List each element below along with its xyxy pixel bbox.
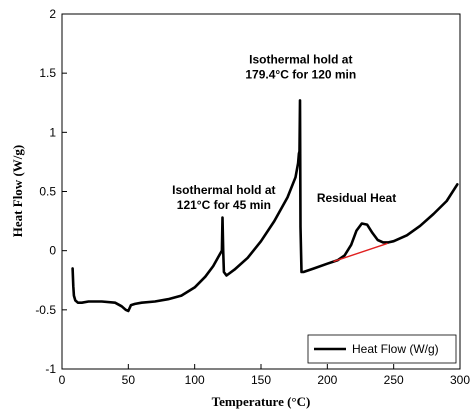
y-tick-label: 0.5 bbox=[39, 185, 56, 199]
y-axis-ticks: -1 -0.5 0 0.5 1 1.5 2 bbox=[35, 7, 67, 376]
x-axis-title: Temperature (°C) bbox=[212, 394, 311, 409]
y-tick-label: 1.5 bbox=[39, 66, 56, 80]
x-tick-label: 100 bbox=[185, 373, 205, 387]
x-tick-label: 300 bbox=[450, 373, 470, 387]
annotation-line: 121°C for 45 min bbox=[177, 198, 271, 212]
series-layer bbox=[71, 99, 459, 313]
x-tick-label: 0 bbox=[59, 373, 66, 387]
legend-label: Heat Flow (W/g) bbox=[352, 342, 439, 356]
annotation: Isothermal hold at 121°C for 45 min bbox=[172, 183, 275, 212]
annotation: Isothermal hold at 179.4°C for 120 min bbox=[245, 53, 356, 82]
y-tick-label: -0.5 bbox=[35, 303, 56, 317]
x-tick-label: 150 bbox=[251, 373, 271, 387]
x-tick-label: 200 bbox=[317, 373, 337, 387]
x-tick-label: 50 bbox=[122, 373, 136, 387]
x-tick-label: 250 bbox=[384, 373, 404, 387]
series-line-heat-flow bbox=[71, 99, 459, 313]
annotation: Residual Heat bbox=[317, 191, 396, 205]
y-tick-label: -1 bbox=[45, 362, 56, 376]
y-axis-title: Heat Flow (W/g) bbox=[10, 145, 25, 237]
legend: Heat Flow (W/g) bbox=[307, 334, 457, 364]
series-line-baseline bbox=[333, 242, 388, 262]
annotation-line: 179.4°C for 120 min bbox=[245, 68, 356, 82]
y-tick-label: 1 bbox=[49, 125, 56, 139]
annotation-layer: Isothermal hold at 121°C for 45 minIsothe… bbox=[172, 53, 396, 212]
annotation-line: Isothermal hold at bbox=[249, 53, 352, 67]
annotation-line: Residual Heat bbox=[317, 191, 396, 205]
y-tick-label: 0 bbox=[49, 244, 56, 258]
annotation-line: Isothermal hold at bbox=[172, 183, 275, 197]
y-tick-label: 2 bbox=[49, 7, 56, 21]
x-axis-ticks: 0 50 100 150 200 250 300 bbox=[59, 364, 470, 387]
